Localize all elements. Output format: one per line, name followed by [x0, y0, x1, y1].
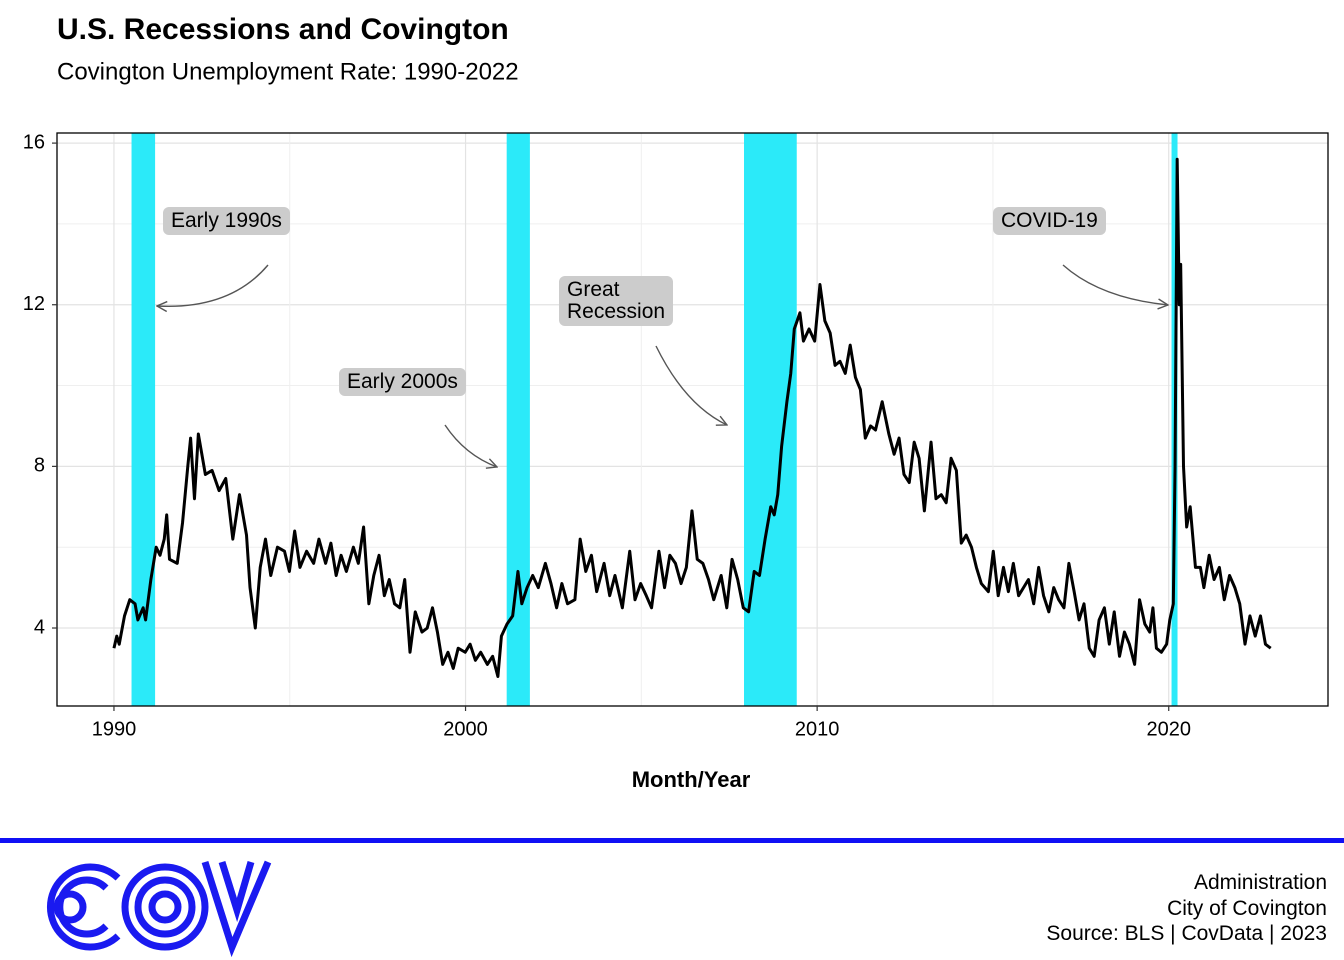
- recession-band: [744, 133, 797, 706]
- x-tick-label: 2020: [1146, 718, 1191, 740]
- recession-band: [131, 133, 156, 706]
- x-tick-label: 2000: [443, 718, 488, 740]
- chart-title: U.S. Recessions and Covington: [57, 13, 509, 46]
- x-tick-label: 2010: [795, 718, 840, 740]
- chart-subtitle: Covington Unemployment Rate: 1990-2022: [57, 58, 519, 85]
- x-axis-title: Month/Year: [632, 767, 751, 792]
- annotation-label: Early 1990s: [163, 207, 290, 235]
- y-tick-label: 8: [34, 455, 45, 477]
- annotation-arrow: [1062, 264, 1168, 305]
- data-line: [112, 157, 1272, 678]
- recession-band: [506, 133, 530, 706]
- annotation-arrow: [655, 345, 727, 425]
- y-tick-label: 16: [23, 131, 45, 153]
- logo: [46, 860, 272, 958]
- grid: [57, 133, 1328, 706]
- y-tick-label: 12: [23, 293, 45, 315]
- annotation-label: COVID-19: [993, 207, 1106, 235]
- y-tick-label: 4: [34, 616, 45, 638]
- footer-line: Administration: [1193, 871, 1327, 894]
- footer-rule: [0, 838, 1344, 843]
- footer-line: Source: BLS | CovData | 2023: [1046, 922, 1327, 945]
- annotation-label: Early 2000s: [339, 368, 466, 396]
- annotation-arrow: [157, 264, 269, 306]
- plot-border: [56, 132, 1329, 707]
- x-tick-label: 1990: [92, 718, 137, 740]
- annotation-label: Great Recession: [559, 276, 674, 326]
- annotation-arrow: [444, 424, 497, 467]
- footer-line: City of Covington: [1167, 897, 1327, 920]
